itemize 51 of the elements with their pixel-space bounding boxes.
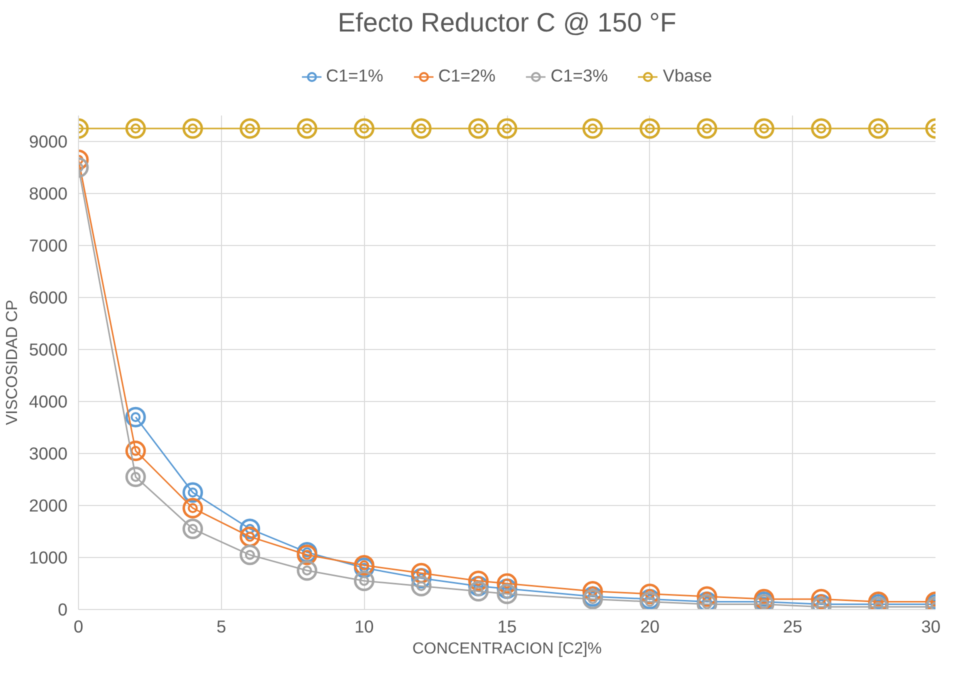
y-tick-label: 7000 bbox=[28, 236, 68, 256]
point bbox=[582, 118, 603, 139]
legend-label: Vbase bbox=[662, 66, 712, 86]
point bbox=[354, 118, 374, 139]
point bbox=[125, 466, 146, 488]
point bbox=[496, 118, 518, 139]
y-tick-label: 4000 bbox=[28, 392, 68, 412]
legend-label: C1=1% bbox=[326, 66, 384, 86]
point bbox=[125, 406, 146, 428]
point bbox=[468, 118, 489, 139]
point bbox=[411, 576, 432, 596]
y-tick-label: 2000 bbox=[28, 496, 68, 516]
y-tick-label: 0 bbox=[58, 600, 68, 620]
y-tick-label: 9000 bbox=[28, 132, 68, 152]
point bbox=[240, 544, 260, 566]
point bbox=[125, 440, 146, 462]
point bbox=[296, 560, 318, 581]
legend-label: C1=3% bbox=[550, 66, 608, 86]
point bbox=[240, 118, 260, 139]
x-axis-title: CONCENTRACION [C2]% bbox=[412, 640, 602, 658]
point bbox=[240, 526, 260, 547]
point bbox=[754, 118, 774, 139]
point bbox=[640, 118, 660, 139]
point bbox=[411, 118, 432, 139]
legend-label: C1=2% bbox=[438, 66, 496, 86]
point bbox=[868, 118, 889, 139]
point bbox=[468, 581, 489, 602]
x-tick-label: 30 bbox=[921, 616, 941, 636]
y-tick-label: 6000 bbox=[28, 288, 68, 308]
x-tick-label: 10 bbox=[354, 616, 374, 636]
point bbox=[696, 118, 718, 139]
x-tick-label: 15 bbox=[497, 616, 517, 636]
chart-title: Efecto Reductor C @ 150 °F bbox=[338, 8, 676, 38]
y-tick-label: 3000 bbox=[28, 444, 68, 464]
point bbox=[182, 118, 204, 139]
point bbox=[182, 518, 204, 540]
y-axis-title: VISCOSIDAD CP bbox=[4, 300, 21, 426]
point bbox=[810, 118, 832, 139]
x-tick-label: 20 bbox=[640, 616, 660, 636]
point bbox=[496, 584, 518, 604]
y-tick-label: 1000 bbox=[28, 548, 68, 568]
point bbox=[354, 570, 374, 592]
y-tick-label: 5000 bbox=[28, 340, 68, 360]
point bbox=[182, 482, 204, 503]
point bbox=[125, 118, 146, 139]
point bbox=[296, 118, 318, 139]
x-tick-label: 0 bbox=[74, 616, 84, 636]
x-tick-label: 5 bbox=[216, 616, 226, 636]
point bbox=[182, 498, 204, 518]
x-tick-label: 25 bbox=[783, 616, 802, 636]
y-tick-label: 8000 bbox=[28, 184, 68, 204]
